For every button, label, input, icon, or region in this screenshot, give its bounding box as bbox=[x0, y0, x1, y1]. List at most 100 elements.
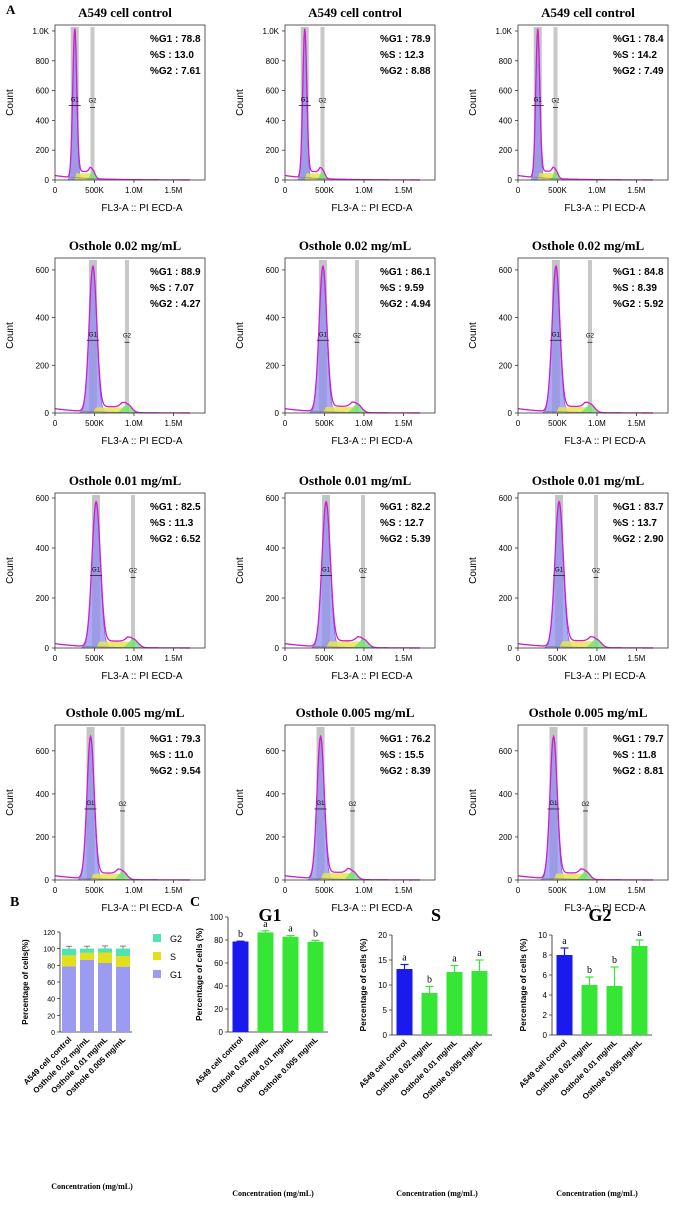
x-tick-label: 1.0M bbox=[355, 886, 373, 895]
histogram-title: Osthole 0.02 mg/mL bbox=[299, 238, 412, 253]
y-tick-label: 200 bbox=[36, 594, 50, 603]
g2-gate-bar bbox=[120, 727, 125, 880]
significance-letter: a bbox=[452, 954, 457, 965]
x-tick-label: 500K bbox=[548, 654, 567, 663]
legend-label: G1 bbox=[170, 970, 182, 980]
histogram-title: A549 cell control bbox=[78, 5, 172, 20]
g1-gate-label: G1 bbox=[317, 801, 326, 807]
phase-stat: %S : 8.39 bbox=[613, 283, 657, 294]
x-tick-label: 500K bbox=[85, 419, 104, 428]
chart-title: S bbox=[431, 905, 441, 925]
histogram-title: Osthole 0.01 mg/mL bbox=[69, 473, 182, 488]
phase-stat: %G2 : 4.94 bbox=[380, 299, 431, 310]
legend-swatch-g2 bbox=[153, 934, 161, 942]
g2-phase-fill bbox=[314, 171, 331, 180]
histogram-panel: Osthole 0.01 mg/mL G1 G2 0 500K 1.0M 1.5M 0 200 4… bbox=[468, 473, 669, 682]
y-tick-label: 400 bbox=[499, 116, 513, 125]
phase-stat: %G2 : 6.52 bbox=[150, 534, 201, 545]
y-tick-label: 600 bbox=[36, 87, 50, 96]
histogram-panel: Osthole 0.02 mg/mL G1 G2 0 500K 1.0M 1.5M 0 200 4… bbox=[468, 238, 669, 447]
g2-phase-fill bbox=[116, 639, 150, 648]
significance-letter: a bbox=[288, 924, 293, 935]
phase-stat: %S : 14.2 bbox=[613, 50, 657, 61]
x-axis-label: FL3-A :: PI ECD-A bbox=[331, 203, 412, 214]
y-tick-label: 400 bbox=[499, 544, 513, 553]
y-tick-label: 1.0K bbox=[496, 27, 513, 36]
g2-phase-fill bbox=[341, 404, 373, 413]
x-tick-label: 0 bbox=[53, 419, 58, 428]
histogram-title: Osthole 0.01 mg/mL bbox=[299, 473, 412, 488]
x-tick-label: 500K bbox=[315, 186, 334, 195]
y-tick-label: 100 bbox=[43, 947, 55, 954]
legend-label: G2 bbox=[170, 934, 182, 944]
x-axis-label: Concentration (mg/mL) bbox=[396, 1189, 478, 1198]
y-tick-label: 200 bbox=[266, 361, 280, 370]
y-tick-label: 600 bbox=[266, 266, 280, 275]
y-tick-label: 0 bbox=[508, 644, 513, 653]
y-tick-label: 200 bbox=[499, 833, 513, 842]
plot-frame bbox=[517, 492, 669, 649]
bar bbox=[396, 969, 413, 1035]
y-tick-label: 0 bbox=[219, 1028, 224, 1037]
g1-gate-label: G1 bbox=[71, 97, 80, 103]
y-tick-label: 0 bbox=[45, 176, 50, 185]
plot-frame bbox=[284, 257, 436, 414]
y-tick-label: 400 bbox=[266, 116, 280, 125]
histogram-title: Osthole 0.02 mg/mL bbox=[69, 238, 182, 253]
stacked-bar-segment-s bbox=[98, 952, 112, 963]
x-tick-label: 1.5M bbox=[165, 419, 183, 428]
x-tick-label: 1.0M bbox=[355, 419, 373, 428]
y-tick-label: 0 bbox=[45, 876, 50, 885]
y-tick-label: 400 bbox=[266, 544, 280, 553]
g1-gate-label: G1 bbox=[552, 332, 561, 338]
y-tick-label: 5 bbox=[383, 1006, 388, 1015]
y-tick-label: 40 bbox=[47, 997, 55, 1004]
x-tick-label: 1.0M bbox=[355, 654, 373, 663]
x-tick-label: 500K bbox=[548, 186, 567, 195]
histogram-panel: Osthole 0.02 mg/mL G1 G2 0 500K 1.0M 1.5M 0 200 4… bbox=[5, 238, 206, 447]
y-tick-label: 200 bbox=[266, 594, 280, 603]
s-phase-fill bbox=[90, 873, 123, 880]
x-tick-label: 1.0M bbox=[125, 186, 143, 195]
x-tick-label: 0 bbox=[516, 186, 521, 195]
bar bbox=[421, 993, 438, 1035]
s-phase-fill bbox=[96, 641, 133, 648]
x-tick-label: 1.5M bbox=[395, 419, 413, 428]
s-phase-fill bbox=[320, 873, 353, 880]
s-phase-fill bbox=[326, 641, 363, 648]
panel-label-c: C bbox=[190, 895, 200, 910]
x-tick-label: 500K bbox=[85, 886, 104, 895]
histogram-title: Osthole 0.02 mg/mL bbox=[532, 238, 645, 253]
x-axis-label: FL3-A :: PI ECD-A bbox=[564, 671, 645, 682]
phase-stat: %G1 : 83.7 bbox=[613, 502, 664, 513]
y-axis-label: Count bbox=[235, 557, 246, 584]
g2-phase-fill bbox=[111, 404, 143, 413]
x-tick-label: 0 bbox=[53, 886, 58, 895]
bar bbox=[631, 946, 648, 1035]
stacked-bar-segment-g2 bbox=[80, 948, 94, 953]
x-axis-label: FL3-A :: PI ECD-A bbox=[564, 203, 645, 214]
g2-phase-fill bbox=[574, 404, 606, 413]
x-axis-label: FL3-A :: PI ECD-A bbox=[331, 903, 412, 914]
y-tick-label: 10 bbox=[538, 931, 547, 940]
histogram-title: Osthole 0.005 mg/mL bbox=[296, 705, 415, 720]
y-tick-label: 200 bbox=[499, 146, 513, 155]
histogram-panel: Osthole 0.02 mg/mL G1 G2 0 500K 1.0M 1.5M 0 200 4… bbox=[235, 238, 436, 447]
y-axis-label: Count bbox=[468, 322, 479, 349]
y-tick-label: 400 bbox=[36, 116, 50, 125]
phase-stat: %G2 : 2.90 bbox=[613, 534, 664, 545]
phase-stat: %S : 12.7 bbox=[380, 518, 424, 529]
phase-stat: %G1 : 78.4 bbox=[613, 34, 664, 45]
x-tick-label: 1.5M bbox=[395, 654, 413, 663]
phase-stat: %G1 : 82.2 bbox=[380, 502, 431, 513]
x-tick-label: 500K bbox=[315, 419, 334, 428]
y-tick-label: 800 bbox=[36, 57, 50, 66]
x-tick-label: 0 bbox=[516, 419, 521, 428]
y-tick-label: 400 bbox=[36, 544, 50, 553]
g1-gate-label: G1 bbox=[87, 801, 96, 807]
histogram-panel: Osthole 0.01 mg/mL G1 G2 0 500K 1.0M 1.5M 0 200 4… bbox=[235, 473, 436, 682]
y-tick-label: 8 bbox=[543, 951, 548, 960]
histogram-panel: Osthole 0.005 mg/mL G1 G2 0 500K 1.0M 1.5M 0 200… bbox=[235, 705, 436, 914]
